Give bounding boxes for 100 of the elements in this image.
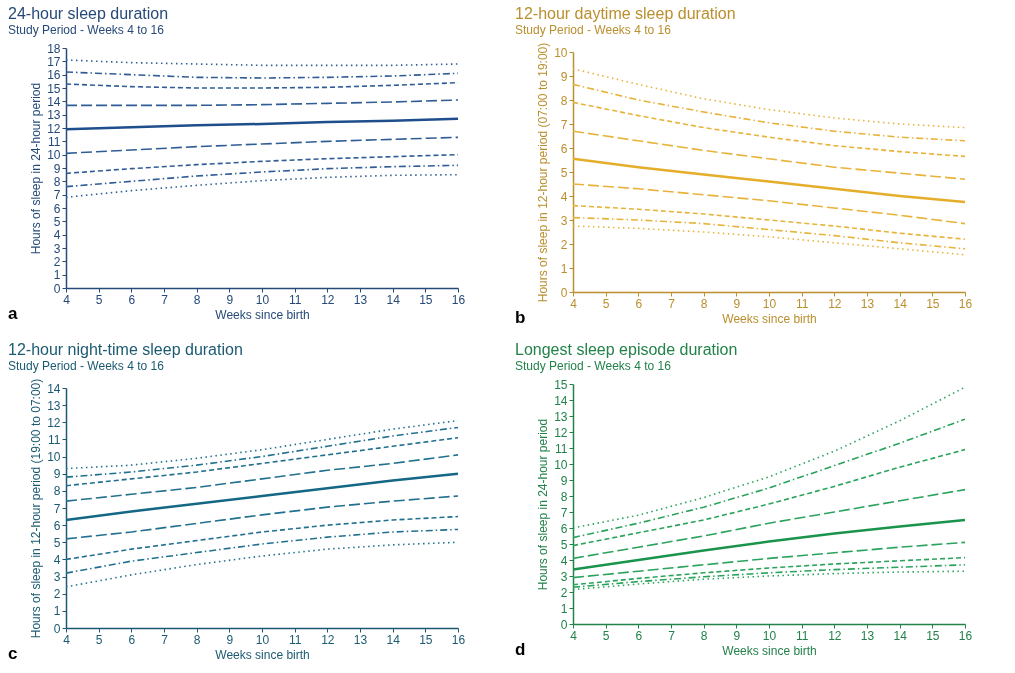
x-tick-label: 4 — [570, 628, 578, 643]
x-tick-label: 16 — [451, 632, 466, 647]
y-axis-title: Hours of sleep in 12-hour period (07:00 to 19:00) — [536, 42, 551, 303]
y-tick-label: 5 — [560, 165, 568, 180]
text: c — [8, 644, 18, 663]
chart-subtitle: Study Period - Weeks 4 to 16 — [515, 23, 672, 38]
y-tick-label: 8 — [560, 489, 568, 504]
y-tick-label: 2 — [53, 254, 61, 269]
y-tick-label: 7 — [560, 505, 568, 520]
y-tick-label: 10 — [47, 450, 61, 465]
x-tick-label: 12 — [321, 292, 335, 307]
x-tick-label: 16 — [958, 628, 973, 643]
y-tick-label: 12 — [47, 415, 61, 430]
y-tick-label: 17 — [47, 54, 61, 69]
x-tick-label: 5 — [95, 632, 103, 647]
y-tick-label: 6 — [53, 518, 61, 533]
x-tick-label: 11 — [288, 292, 302, 307]
y-tick-label: 5 — [53, 535, 61, 550]
text: d — [515, 640, 526, 659]
x-tick-label: 5 — [95, 292, 103, 307]
y-tick-label: 8 — [53, 174, 61, 189]
y-tick-label: 10 — [47, 148, 61, 163]
y-tick-label: 0 — [53, 621, 61, 636]
x-tick-label: 6 — [635, 296, 643, 311]
y-tick-label: 0 — [560, 617, 568, 632]
y-axis-title: Hours of sleep in 24-hour period — [536, 418, 551, 591]
x-tick-label: 7 — [161, 292, 169, 307]
x-tick-label: 13 — [860, 296, 875, 311]
y-tick-label: 3 — [560, 569, 568, 584]
y-tick-label: 8 — [560, 93, 568, 108]
y-tick-label: 4 — [53, 228, 61, 243]
y-tick-label: 15 — [554, 377, 568, 392]
text: b — [515, 308, 526, 327]
y-tick-label: 12 — [47, 121, 61, 136]
x-tick-label: 7 — [161, 632, 169, 647]
x-tick-label: 15 — [926, 296, 940, 311]
y-tick-label: 13 — [47, 108, 61, 123]
y-tick-label: 9 — [560, 473, 568, 488]
x-tick-label: 9 — [733, 628, 741, 643]
y-tick-label: 10 — [554, 45, 568, 60]
y-tick-label: 3 — [53, 570, 61, 585]
x-axis-title: Weeks since birth — [722, 311, 817, 326]
y-tick-label: 11 — [555, 441, 568, 456]
x-tick-label: 6 — [128, 292, 136, 307]
y-tick-label: 2 — [560, 237, 568, 252]
y-tick-label: 1 — [53, 604, 61, 619]
x-tick-label: 13 — [353, 632, 368, 647]
y-tick-label: 8 — [53, 484, 61, 499]
x-tick-label: 13 — [353, 292, 368, 307]
y-tick-label: 11 — [48, 432, 61, 447]
x-tick-label: 9 — [733, 296, 741, 311]
y-axis-title: Hours of sleep in 12-hour period (19:00 to 07:00) — [29, 378, 44, 639]
x-tick-label: 14 — [893, 296, 908, 311]
y-tick-label: 1 — [560, 601, 568, 616]
x-tick-label: 7 — [668, 628, 676, 643]
x-tick-label: 13 — [860, 628, 875, 643]
x-tick-label: 12 — [828, 628, 842, 643]
y-tick-label: 10 — [554, 457, 568, 472]
y-tick-label: 9 — [53, 467, 61, 482]
y-tick-label: 16 — [47, 68, 61, 83]
x-tick-label: 11 — [795, 296, 809, 311]
x-tick-label: 12 — [828, 296, 842, 311]
y-tick-label: 6 — [560, 521, 568, 536]
y-tick-label: 5 — [53, 214, 61, 229]
chart-subtitle: Study Period - Weeks 4 to 16 — [8, 23, 165, 37]
y-tick-label: 14 — [554, 393, 568, 408]
x-axis-title: Weeks since birth — [722, 643, 817, 658]
chart-title: 24-hour sleep duration — [8, 5, 169, 22]
y-tick-label: 1 — [560, 261, 568, 276]
y-tick-label: 5 — [560, 537, 568, 552]
text: a — [8, 304, 18, 323]
y-tick-label: 15 — [47, 81, 61, 96]
x-tick-label: 12 — [321, 632, 335, 647]
x-tick-label: 14 — [386, 292, 401, 307]
x-tick-label: 8 — [700, 628, 708, 643]
chart-subtitle: Study Period - Weeks 4 to 16 — [515, 359, 672, 373]
x-tick-label: 10 — [762, 628, 777, 643]
y-axis-title: Hours of sleep in 24-hour period — [29, 82, 44, 255]
chart-title: 12-hour daytime sleep duration — [515, 5, 736, 23]
y-tick-label: 3 — [53, 241, 61, 256]
x-tick-label: 16 — [451, 292, 466, 307]
x-tick-label: 4 — [63, 292, 71, 307]
y-tick-label: 9 — [53, 161, 61, 176]
x-tick-label: 5 — [602, 296, 610, 311]
y-tick-label: 13 — [47, 398, 61, 413]
y-tick-label: 0 — [53, 281, 61, 296]
y-tick-label: 9 — [560, 69, 568, 84]
y-tick-label: 2 — [560, 585, 568, 600]
x-tick-label: 14 — [893, 628, 908, 643]
x-tick-label: 5 — [602, 628, 610, 643]
chart-subtitle: Study Period - Weeks 4 to 16 — [8, 359, 165, 374]
y-tick-label: 7 — [53, 188, 61, 203]
y-tick-label: 3 — [560, 213, 568, 228]
x-tick-label: 11 — [288, 632, 302, 647]
y-tick-label: 1 — [53, 268, 61, 283]
x-tick-label: 15 — [419, 292, 433, 307]
y-tick-label: 7 — [560, 117, 568, 132]
y-tick-label: 2 — [53, 587, 61, 602]
x-tick-label: 6 — [128, 632, 136, 647]
x-tick-label: 7 — [668, 296, 676, 311]
